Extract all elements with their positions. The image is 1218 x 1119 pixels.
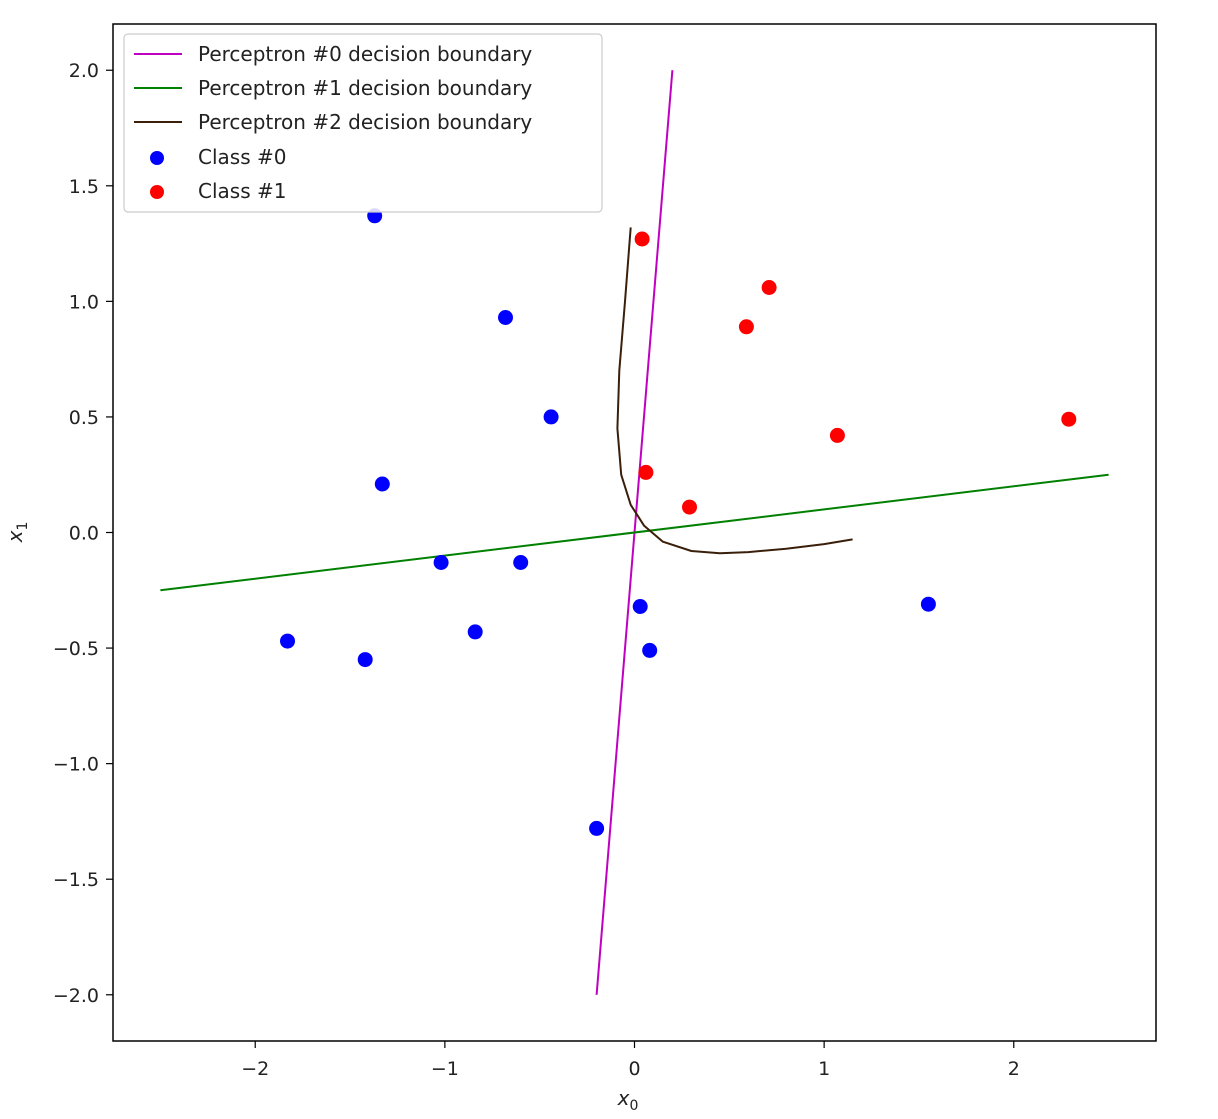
class-1-point xyxy=(1061,411,1077,427)
class-0-point xyxy=(920,596,936,612)
x-tick-label: 1 xyxy=(818,1058,830,1080)
y-tick-label: 1.0 xyxy=(69,291,99,313)
legend-marker xyxy=(150,185,164,199)
y-tick-label: 1.5 xyxy=(69,176,99,198)
legend-marker xyxy=(150,151,164,165)
x-axis-ticks: −2 −1 0 1 2 xyxy=(241,1041,1020,1080)
legend: Perceptron #0 decision boundary Perceptr… xyxy=(123,33,603,213)
y-tick-label: 0.5 xyxy=(69,407,99,429)
boundary-lines xyxy=(160,70,1109,995)
class-0-point xyxy=(433,555,449,570)
legend-label: Perceptron #2 decision boundary xyxy=(198,110,532,134)
x-tick-label: 2 xyxy=(1008,1058,1020,1080)
y-axis-ticks: 2.0 1.5 1.0 0.5 0.0 −0.5 −1.0 −1.5 −2.0 xyxy=(53,60,113,1007)
class-0-point xyxy=(642,642,658,658)
y-axis-label: x1 xyxy=(3,522,31,544)
boundary-line-2 xyxy=(616,227,853,555)
class-0-point xyxy=(280,633,295,649)
class-1-point xyxy=(638,464,654,480)
scatter-points xyxy=(280,208,1077,836)
x-tick-label: −1 xyxy=(431,1058,459,1080)
legend-box xyxy=(123,33,603,213)
legend-label: Class #0 xyxy=(198,145,286,169)
x-axis-label-sub: 0 xyxy=(629,1098,638,1114)
y-axis-label-main: x xyxy=(3,530,27,543)
y-tick-label: −0.5 xyxy=(53,638,99,660)
legend-label: Perceptron #1 decision boundary xyxy=(198,76,532,100)
class-0-point xyxy=(589,820,605,836)
y-tick-label: 0.0 xyxy=(69,523,99,545)
class-1-point xyxy=(738,319,754,335)
class-0-point xyxy=(513,555,529,570)
class-1-point xyxy=(634,231,650,247)
y-tick-label: −1.5 xyxy=(53,869,99,891)
y-tick-label: −1.0 xyxy=(53,754,99,776)
x-axis-label-main: x xyxy=(617,1086,630,1110)
y-tick-label: −2.0 xyxy=(53,985,99,1007)
boundary-line-1 xyxy=(160,473,1109,592)
y-axis-label-sub: 1 xyxy=(15,522,31,531)
class-0-point xyxy=(632,599,648,614)
legend-label: Perceptron #0 decision boundary xyxy=(198,42,532,66)
y-tick-label: 2.0 xyxy=(69,60,99,82)
class-0-point xyxy=(543,409,559,425)
class-1-point xyxy=(682,499,697,515)
class-0-point xyxy=(357,652,373,668)
class-1-point xyxy=(761,280,777,295)
class-0-point xyxy=(498,310,513,325)
x-tick-label: 0 xyxy=(628,1058,640,1080)
x-tick-label: −2 xyxy=(241,1058,269,1080)
legend-label: Class #1 xyxy=(198,179,286,203)
class-0-point xyxy=(374,476,390,492)
class-1-point xyxy=(829,427,845,443)
class-0-point xyxy=(467,624,483,640)
x-axis-label: x0 xyxy=(617,1086,639,1114)
